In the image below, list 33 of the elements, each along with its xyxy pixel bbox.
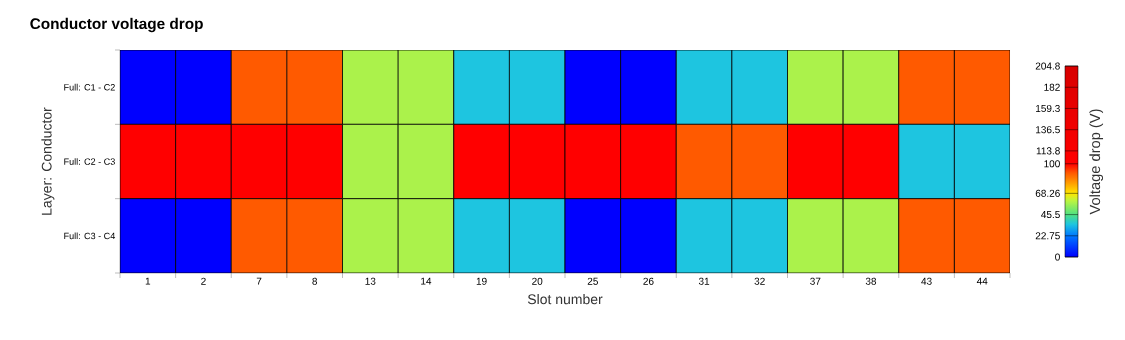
x-tick-label: 8 [312, 277, 318, 285]
y-tick-label: Full: C2 - C3 [64, 158, 115, 165]
y-axis-title: Layer: Conductor [41, 107, 55, 215]
x-tick-label: 1 [145, 277, 151, 285]
x-tick-label: 43 [921, 277, 932, 285]
x-tick-label: 37 [810, 277, 821, 285]
x-tick-label: 7 [256, 277, 262, 285]
y-tick-label: Full: C3 - C4 [64, 232, 116, 240]
color-bar-label: 136.5 [1036, 126, 1060, 134]
color-bar-label: 0 [1055, 253, 1060, 261]
y-tick-label: Full: C1 - C2 [64, 83, 115, 91]
x-tick-label: 2 [201, 277, 206, 285]
x-tick-label: 26 [643, 277, 654, 285]
color-bar-label: 204.8 [1035, 62, 1060, 70]
color-bar-label: 45.5 [1041, 211, 1060, 219]
x-tick-label: 14 [421, 277, 432, 285]
color-bar-label: 113.8 [1036, 147, 1060, 155]
color-bar-label: 68.26 [1035, 189, 1060, 197]
x-tick-label: 25 [587, 277, 598, 285]
color-bar-label: 159.3 [1036, 104, 1060, 112]
x-tick-label: 32 [754, 277, 765, 285]
x-tick-label: 38 [865, 277, 877, 285]
x-tick-label: 20 [532, 277, 543, 285]
x-tick-label: 19 [476, 277, 487, 285]
chart-title: Conductor voltage drop [30, 17, 203, 33]
x-tick-label: 13 [365, 277, 376, 285]
x-tick-label: 31 [698, 277, 710, 285]
x-axis-title: Slot number [527, 293, 603, 305]
x-tick-label: 44 [976, 277, 988, 285]
color-bar-title: Voltage drop (V) [1089, 109, 1104, 215]
color-bar-label: 22.75 [1035, 232, 1060, 240]
color-bar-label: 182 [1044, 83, 1060, 91]
color-bar-label: 100 [1044, 160, 1060, 168]
